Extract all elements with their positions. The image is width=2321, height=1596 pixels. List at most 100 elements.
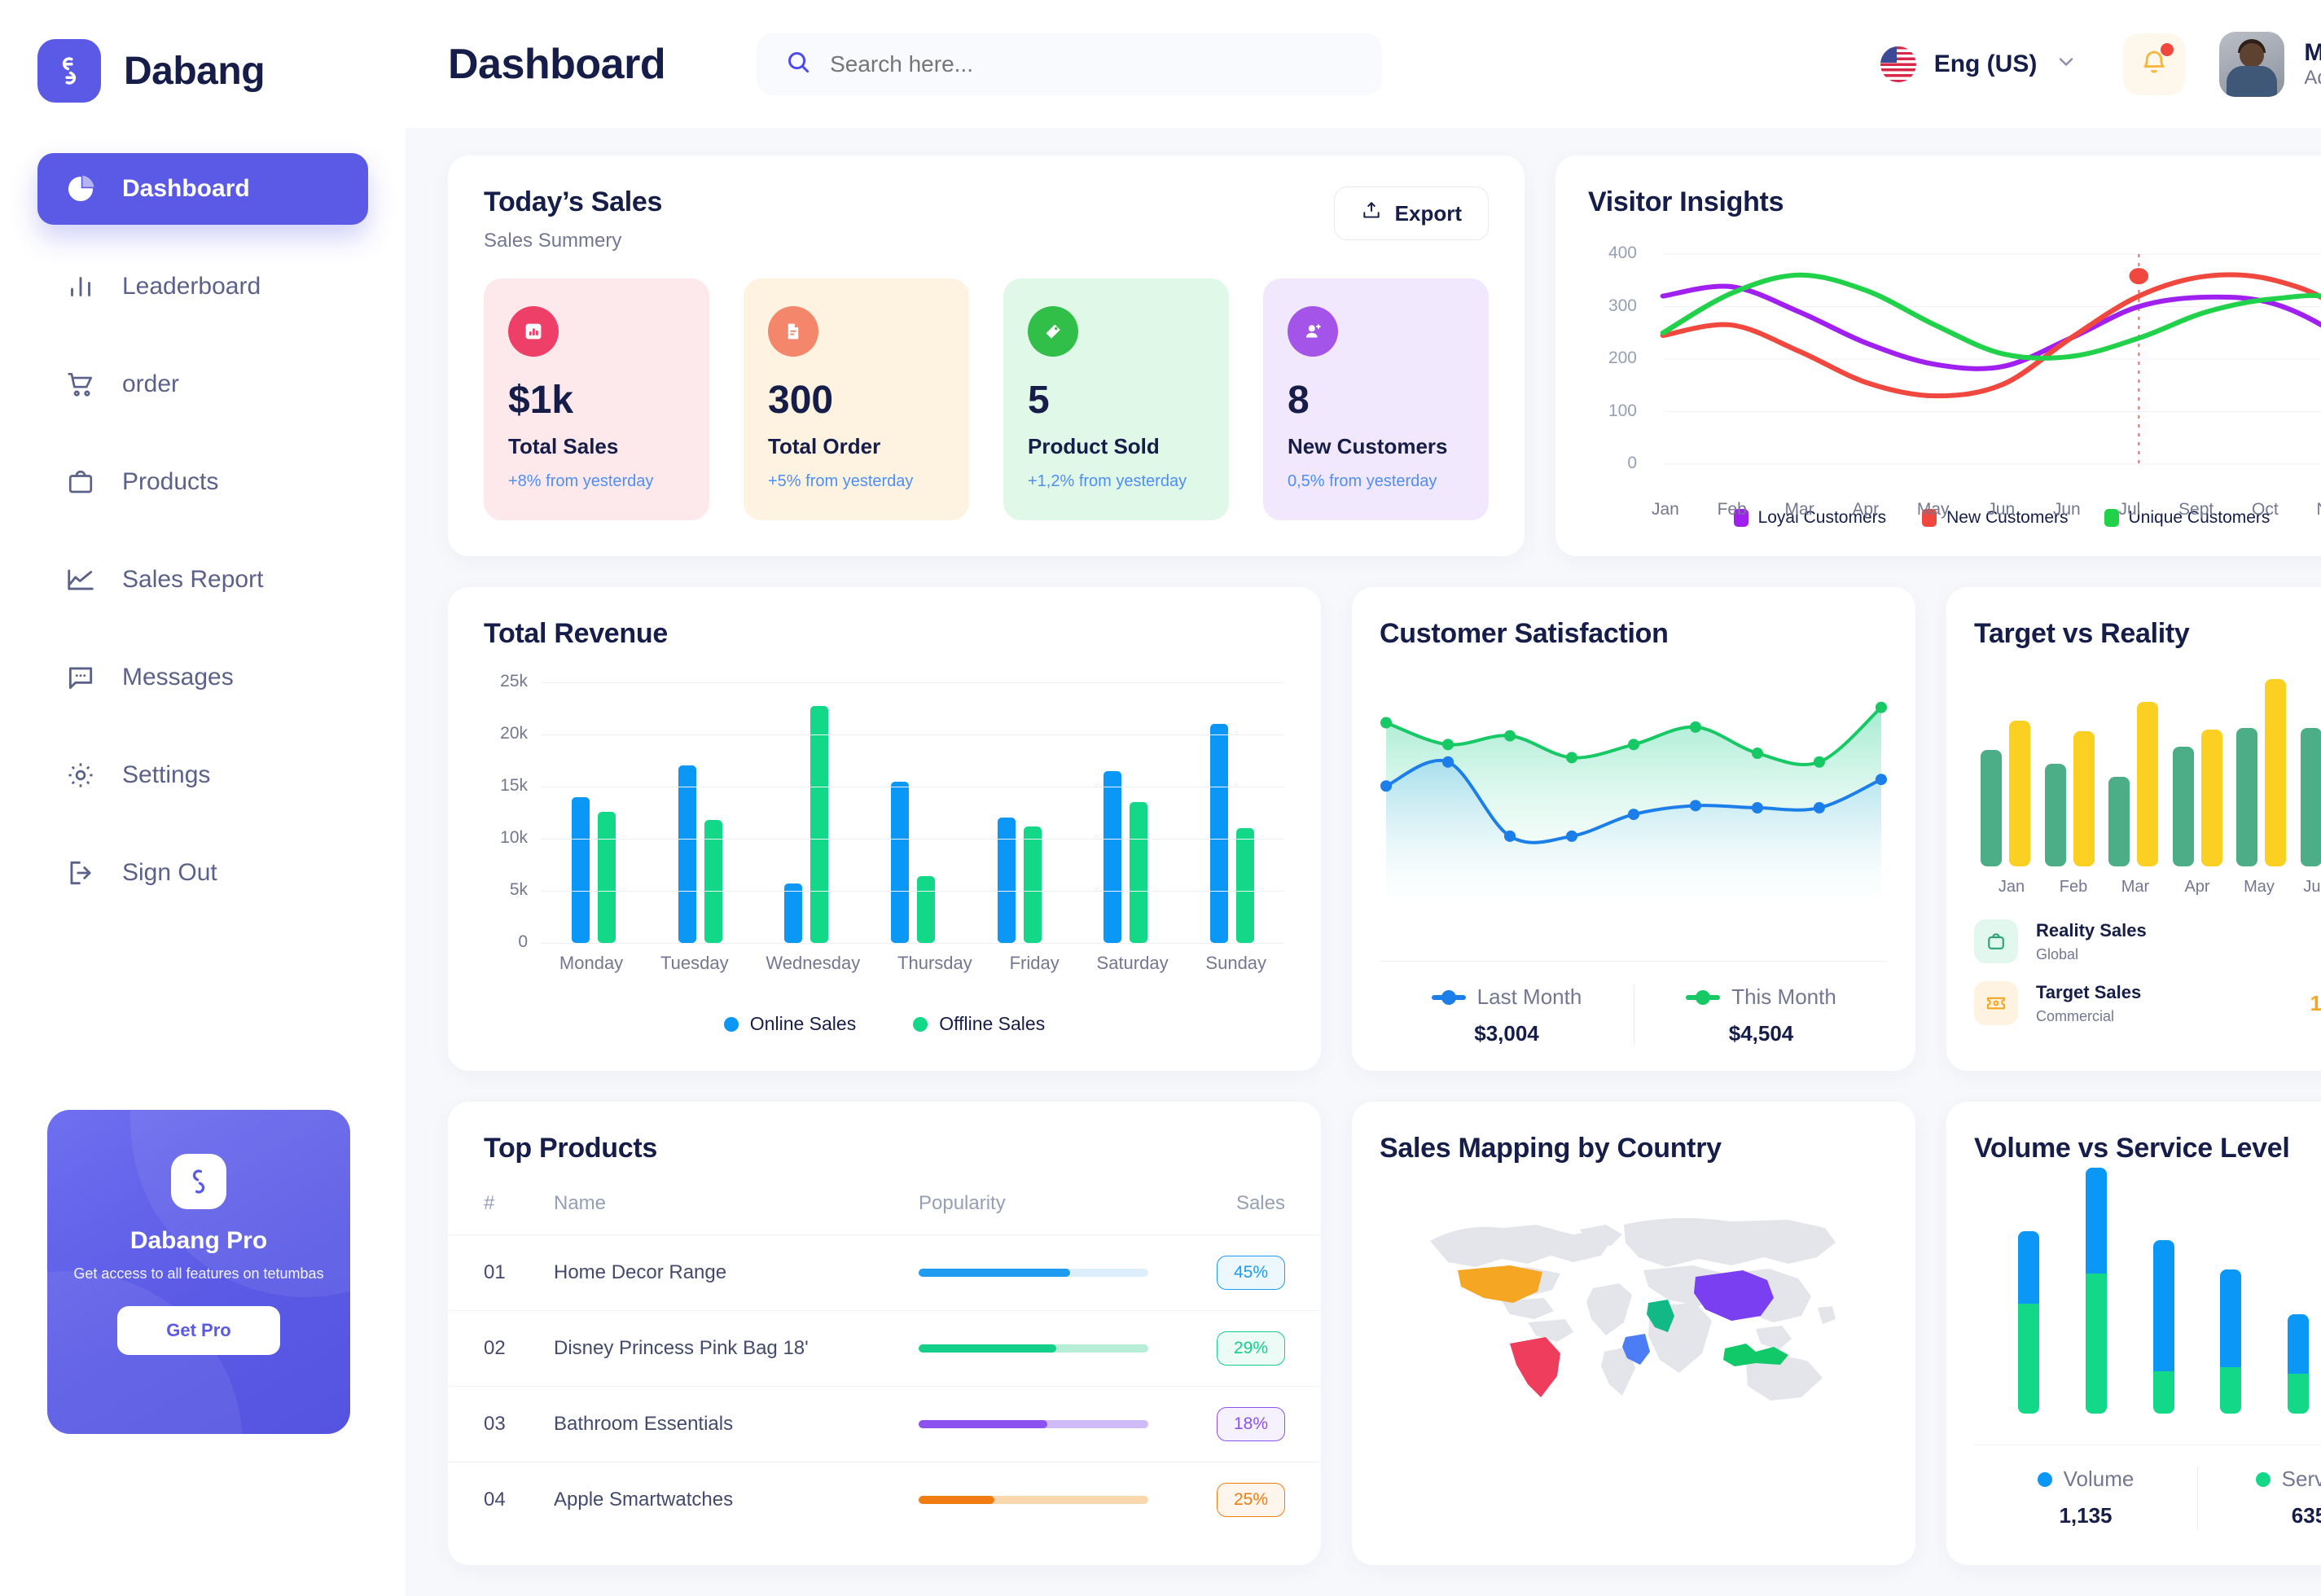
export-button[interactable]: Export (1333, 186, 1489, 240)
volume-vs-service-footer: Volume 1,135 Services 635 (1974, 1445, 2321, 1528)
popularity-bar (919, 1344, 1148, 1353)
gridline (541, 891, 1285, 892)
table-row[interactable]: 01 Home Decor Range 45% (448, 1234, 1321, 1310)
bar (997, 818, 1016, 943)
cell-num: 04 (484, 1489, 506, 1510)
sidebar-item-label: Settings (122, 761, 211, 788)
country-saudi-arabia (1647, 1300, 1674, 1332)
legend-name: Reality Sales (2036, 919, 2147, 940)
bar (2236, 727, 2257, 866)
cell-popularity (919, 1496, 1187, 1504)
shopping-cart-icon (64, 367, 98, 401)
bar-group (1981, 679, 2030, 866)
dabang-pro-card: Dabang Pro Get access to all features on… (47, 1110, 350, 1434)
bar (2044, 763, 2066, 866)
bar (2300, 727, 2321, 866)
stat-delta: 0,5% from yesterday (1288, 472, 1437, 490)
x-axis-tick: Thursday (897, 953, 972, 973)
sign-out-icon (64, 856, 98, 890)
sidebar-item-sign-out[interactable]: Sign Out (37, 837, 368, 909)
notification-badge (2161, 42, 2174, 56)
bar-group (1103, 682, 1148, 943)
bar (2172, 746, 2194, 866)
get-pro-button[interactable]: Get Pro (117, 1306, 280, 1355)
world-map (1380, 1192, 1888, 1420)
table-row[interactable]: 03 Bathroom Essentials 18% (448, 1386, 1321, 1462)
bar (1023, 826, 1042, 943)
series-marker (1686, 994, 1721, 1000)
notifications-button[interactable] (2123, 33, 2186, 95)
sidebar-item-settings[interactable]: Settings (37, 739, 368, 811)
x-axis-tick: Saturday (1096, 953, 1169, 973)
sidebar-item-dashboard[interactable]: Dashboard (37, 153, 368, 225)
column-header-popularity: Popularity (919, 1192, 1006, 1214)
card-title: Sales Mapping by Country (1380, 1133, 1722, 1164)
table-row[interactable]: 02 Disney Princess Pink Bag 18' 29% (448, 1310, 1321, 1386)
sidebar-item-products[interactable]: Products (37, 446, 368, 518)
country-dr-congo (1622, 1334, 1650, 1365)
language-label: Eng (US) (1933, 50, 2038, 77)
bar (2137, 701, 2158, 866)
sidebar-item-order[interactable]: order (37, 349, 368, 420)
bar (704, 819, 722, 943)
sidebar-item-sales-report[interactable]: Sales Report (37, 544, 368, 616)
bag-icon (1974, 919, 2018, 963)
gridline (541, 839, 1285, 840)
y-axis-tick: 400 (1608, 243, 1637, 262)
card-title: Customer Satisfaction (1380, 618, 1669, 649)
document-icon (768, 306, 818, 357)
country-indonesia (1723, 1344, 1788, 1366)
legend-label: Offline Sales (939, 1013, 1046, 1034)
bar (890, 781, 909, 943)
sidebar-item-leaderboard[interactable]: Leaderboard (37, 251, 368, 322)
row-3: Top Products # Name Popularity Sales 01 H… (448, 1102, 2321, 1565)
line-chart-icon (64, 563, 98, 597)
stat-value: 300 (768, 379, 834, 422)
stacked-bar (2287, 1313, 2309, 1414)
card-subtitle: Sales Summery (484, 230, 622, 252)
country-brazil (1510, 1337, 1560, 1397)
legend-scope: Commercial (2036, 1007, 2115, 1024)
user-role: Admin (2304, 67, 2321, 90)
sales-map-card: Sales Mapping by Country (1352, 1102, 1915, 1565)
row-1: Today’s Sales Sales Summery Export (448, 156, 2321, 556)
series-name: This Month (1731, 984, 1836, 1009)
bar (2108, 776, 2130, 866)
card-title: Volume vs Service Level (1974, 1133, 2290, 1164)
y-axis-tick: 200 (1608, 349, 1637, 367)
legend-value: 12.122 (2310, 990, 2321, 1015)
x-axis-tick: Apr (1852, 500, 1880, 519)
gridline (541, 943, 1285, 944)
series-name: Last Month (1476, 984, 1582, 1009)
bar (784, 884, 803, 943)
visitor-insights-legend: Loyal Customers New Customers Unique Custo… (1588, 508, 2321, 528)
bar (572, 796, 590, 943)
target-vs-reality-legend: Reality Sales Global 8.823 (1974, 919, 2321, 1025)
popularity-bar-fill (919, 1420, 1047, 1428)
search-input[interactable] (830, 50, 1355, 77)
table-row[interactable]: 04 Apple Smartwatches 25% (448, 1462, 1321, 1537)
popularity-bar-fill (919, 1496, 995, 1504)
sales-badge: 45% (1216, 1256, 1285, 1290)
pie-chart-icon (64, 172, 98, 206)
y-axis-tick: 20k (500, 724, 528, 743)
bar (2265, 679, 2286, 866)
popularity-bar (919, 1269, 1148, 1277)
chat-bubble-icon (64, 660, 98, 695)
total-revenue-chart: 25k 20k 15k 10k 5k 0 Monday Tuesday Wednesday Th… (484, 672, 1285, 973)
bar-segment-volume (2220, 1269, 2242, 1367)
sidebar-item-messages[interactable]: Messages (37, 642, 368, 713)
gridline (541, 734, 1285, 735)
user-menu[interactable]: Musfiq Admin (2219, 31, 2321, 97)
avatar (2219, 31, 2285, 97)
bar-group (2300, 679, 2321, 866)
brand[interactable]: Dabang (0, 0, 406, 103)
chevron-down-icon (2055, 50, 2077, 77)
country-united-states (1458, 1265, 1542, 1303)
language-selector[interactable]: Eng (US) (1880, 46, 2078, 82)
volume-total: Volume 1,135 (1974, 1467, 2197, 1528)
bar-segment-volume (2018, 1231, 2040, 1304)
bar (2200, 730, 2222, 866)
search-box[interactable] (757, 33, 1383, 95)
visitor-insights-card: Visitor Insights 400 300 200 100 0 Jan Feb Mar… (1555, 156, 2321, 556)
